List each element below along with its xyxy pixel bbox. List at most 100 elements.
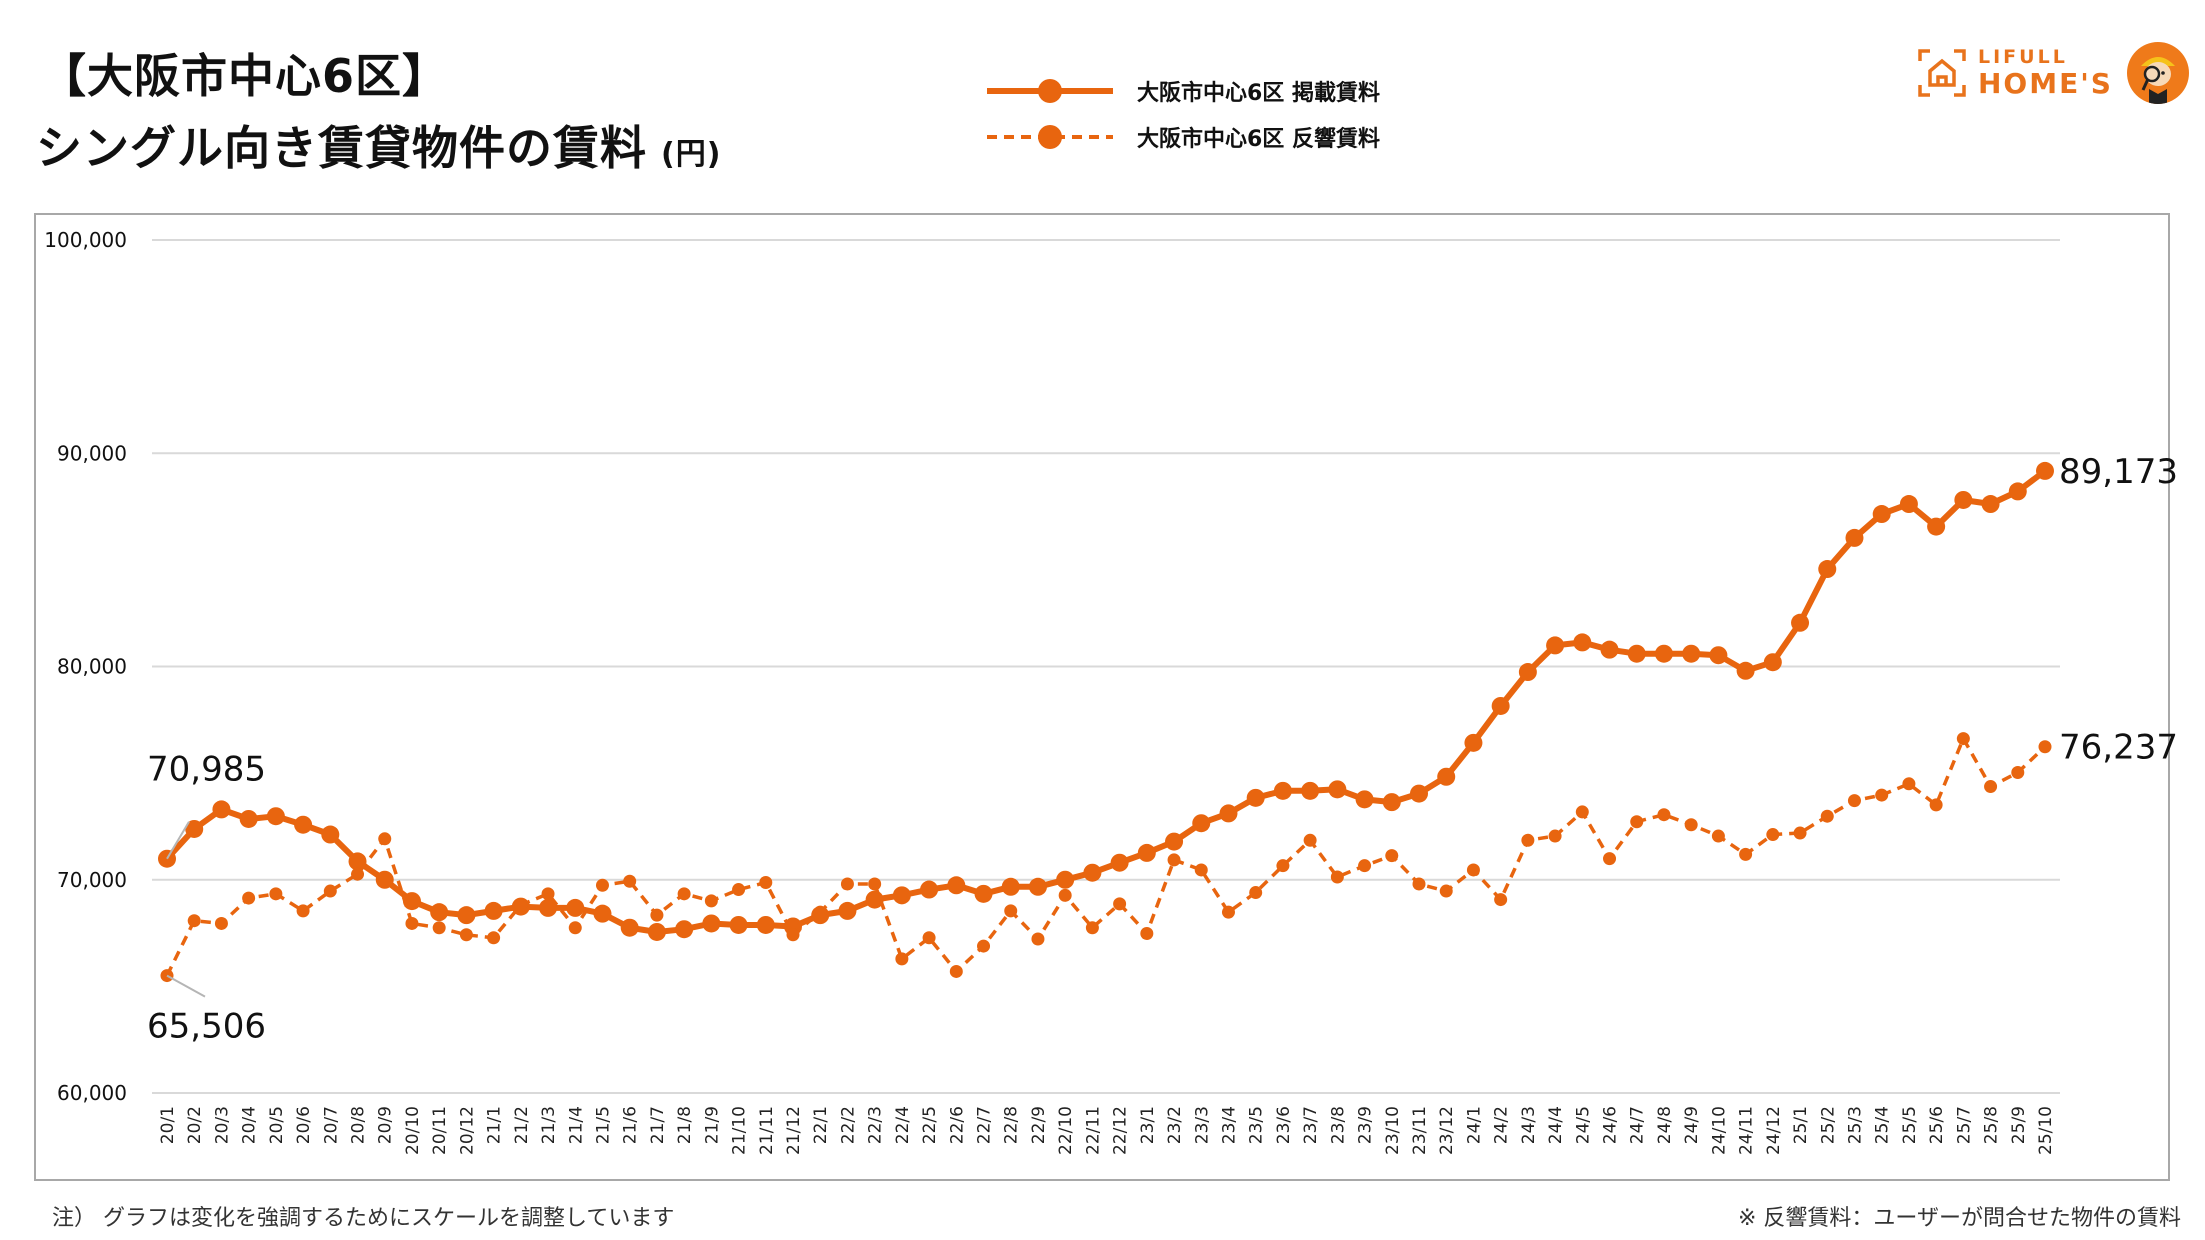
x-tick-label: 20/10 <box>403 1106 423 1155</box>
data-point-inquiry <box>977 939 991 953</box>
x-tick-label: 22/7 <box>975 1106 995 1144</box>
data-point-listing <box>430 903 449 922</box>
data-point-inquiry <box>895 952 909 966</box>
x-tick-label: 22/3 <box>866 1106 886 1144</box>
data-point-inquiry <box>1875 788 1889 802</box>
x-tick-label: 23/8 <box>1328 1106 1348 1144</box>
x-tick-label: 20/4 <box>240 1106 260 1144</box>
x-tick-label: 22/11 <box>1083 1106 1103 1155</box>
data-point-listing <box>1600 640 1619 659</box>
data-point-listing <box>1328 780 1347 799</box>
data-point-inquiry <box>1847 794 1861 808</box>
data-point-listing <box>1654 644 1673 663</box>
data-point-inquiry <box>1739 847 1753 861</box>
data-point-listing <box>1518 663 1537 682</box>
x-tick-label: 22/10 <box>1056 1106 1076 1155</box>
x-tick-label: 25/8 <box>1982 1106 2002 1144</box>
legend-item-listing: 大阪市中心6区 掲載賃料 <box>985 68 1380 114</box>
logo-line2: HOME'S <box>1978 67 2113 100</box>
data-point-inquiry <box>2011 765 2025 779</box>
data-point-listing <box>593 904 612 923</box>
data-point-listing <box>1028 877 1047 896</box>
x-tick-label: 23/12 <box>1437 1106 1457 1155</box>
leader-line <box>166 821 190 860</box>
data-point-inquiry <box>1684 818 1698 832</box>
chart-title-text: シングル向き賃貸物件の賃料 <box>36 121 647 175</box>
data-point-inquiry <box>1167 853 1181 867</box>
data-point-listing <box>1899 495 1918 514</box>
x-tick-label: 21/12 <box>784 1106 804 1155</box>
data-point-inquiry <box>1412 877 1426 891</box>
x-tick-label: 25/4 <box>1873 1106 1893 1144</box>
x-tick-label: 25/10 <box>2036 1106 2056 1155</box>
data-point-inquiry <box>1956 732 1970 746</box>
unit-label: (円) <box>661 137 722 172</box>
data-label: 76,237 <box>2059 728 2178 768</box>
data-point-listing <box>1872 505 1891 524</box>
y-tick-label: 100,000 <box>44 228 127 252</box>
x-tick-label: 22/1 <box>811 1106 831 1144</box>
data-point-inquiry <box>405 916 419 930</box>
data-point-inquiry <box>1766 828 1780 842</box>
data-point-listing <box>1845 528 1864 547</box>
data-point-inquiry <box>1140 926 1154 940</box>
data-point-listing <box>2008 482 2027 501</box>
chart-title-line1: 【大阪市中心6区】 <box>40 49 450 103</box>
x-tick-label: 24/9 <box>1682 1106 1702 1144</box>
x-tick-label: 24/8 <box>1655 1106 1675 1144</box>
data-point-inquiry <box>1031 932 1045 946</box>
data-point-inquiry <box>1548 829 1562 843</box>
data-point-listing <box>1954 490 1973 509</box>
data-point-inquiry <box>677 887 691 901</box>
footnote-definition: ※ 反響賃料：ユーザーが問合せた物件の賃料 <box>1738 1206 2181 1231</box>
lifull-homes-logo: LIFULL HOME'S <box>1918 42 2189 104</box>
x-tick-label: 21/5 <box>593 1106 613 1144</box>
data-point-inquiry <box>568 921 582 935</box>
x-tick-label: 21/3 <box>539 1106 559 1144</box>
y-tick-label: 90,000 <box>57 441 127 465</box>
data-point-listing <box>1573 633 1592 652</box>
data-point-inquiry <box>623 874 637 888</box>
chart-title-line2: シングル向き賃貸物件の賃料 (円) <box>36 112 721 178</box>
data-point-inquiry <box>214 916 228 930</box>
data-point-inquiry <box>1820 809 1834 823</box>
x-tick-label: 23/3 <box>1192 1106 1212 1144</box>
data-point-inquiry <box>1276 859 1290 873</box>
data-point-listing <box>1464 733 1483 752</box>
legend: 大阪市中心6区 掲載賃料 大阪市中心6区 反響賃料 <box>985 68 1380 160</box>
data-label: 89,173 <box>2059 452 2178 492</box>
data-point-inquiry <box>459 928 473 942</box>
data-point-listing <box>920 880 939 899</box>
data-point-listing <box>566 898 585 917</box>
x-tick-label: 24/12 <box>1764 1106 1784 1155</box>
x-tick-label: 21/8 <box>675 1106 695 1144</box>
leader-line <box>166 974 206 998</box>
data-point-inquiry <box>759 876 773 890</box>
data-point-inquiry <box>187 914 201 928</box>
logo-line1: LIFULL <box>1978 46 2068 68</box>
data-point-listing <box>675 920 694 939</box>
data-point-inquiry <box>1657 808 1671 822</box>
data-point-inquiry <box>296 904 310 918</box>
data-point-inquiry <box>1929 798 1943 812</box>
data-point-inquiry <box>1521 833 1535 847</box>
x-tick-label: 21/6 <box>621 1106 641 1144</box>
data-point-inquiry <box>1113 897 1127 911</box>
data-point-inquiry <box>1711 829 1725 843</box>
x-tick-label: 23/6 <box>1274 1106 1294 1144</box>
data-point-inquiry <box>1439 884 1453 898</box>
x-tick-label: 20/11 <box>430 1106 450 1155</box>
data-point-inquiry <box>813 905 827 919</box>
data-point-inquiry <box>786 928 800 942</box>
data-point-inquiry <box>1603 852 1617 866</box>
data-point-listing <box>756 915 775 934</box>
data-point-listing <box>1246 788 1265 807</box>
data-point-listing <box>702 914 721 933</box>
data-point-listing <box>947 876 966 895</box>
series-line-listing <box>164 468 2047 935</box>
x-tick-label: 24/10 <box>1709 1106 1729 1155</box>
y-tick-label: 70,000 <box>57 868 127 892</box>
data-point-inquiry <box>949 964 963 978</box>
data-point-inquiry <box>1494 893 1508 907</box>
x-tick-label: 22/6 <box>947 1106 967 1144</box>
